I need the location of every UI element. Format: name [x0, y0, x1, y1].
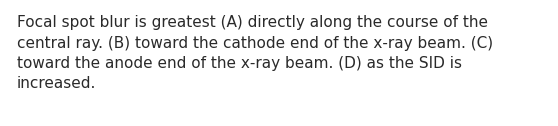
Text: Focal spot blur is greatest (A) directly along the course of the
central ray. (B: Focal spot blur is greatest (A) directly… [17, 15, 493, 91]
